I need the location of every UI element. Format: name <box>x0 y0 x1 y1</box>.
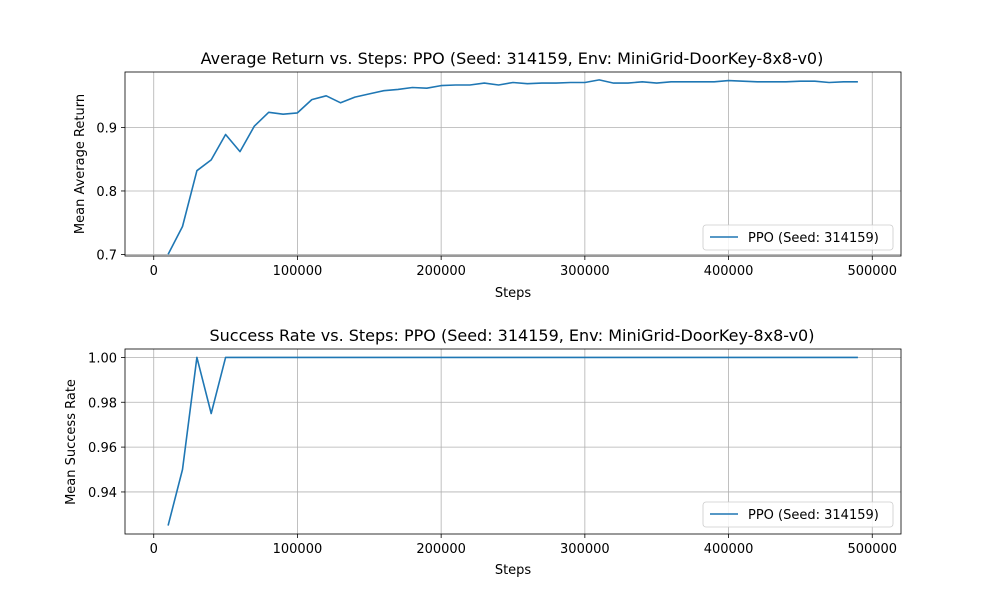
x-tick-label: 300000 <box>560 264 610 279</box>
x-axis-label: Steps <box>495 563 532 578</box>
x-axis-label: Steps <box>495 286 532 301</box>
series-line <box>167 79 858 255</box>
series-layer <box>167 79 858 255</box>
legend-label: PPO (Seed: 314159) <box>748 231 879 246</box>
legend-label: PPO (Seed: 314159) <box>748 508 879 523</box>
x-tick-label: 300000 <box>560 542 610 557</box>
ticks-layer: 0 100000 200000 300000 400000 500000 0.7 0.8 0.9 <box>96 122 897 279</box>
y-tick-label: 0.96 <box>88 441 117 456</box>
y-tick-label: 1.00 <box>88 351 117 366</box>
x-tick-label: 200000 <box>416 542 466 557</box>
y-tick-label: 0.98 <box>88 396 117 411</box>
plot-frame <box>124 71 902 257</box>
series-layer <box>167 356 858 526</box>
legend: PPO (Seed: 314159) <box>702 224 894 251</box>
ticks-layer: 0 100000 200000 300000 400000 500000 0.94 0.96 0… <box>88 351 897 557</box>
y-axis-label: Mean Success Rate <box>64 379 79 505</box>
x-tick-label: 400000 <box>704 264 754 279</box>
legend: PPO (Seed: 314159) <box>702 501 894 528</box>
x-tick-label: 0 <box>150 542 158 557</box>
x-tick-label: 400000 <box>704 542 754 557</box>
y-tick-label: 0.8 <box>96 185 117 200</box>
y-tick-label: 0.9 <box>96 122 117 137</box>
y-axis-label: Mean Average Return <box>73 94 88 234</box>
x-tick-label: 0 <box>150 264 158 279</box>
x-tick-label: 100000 <box>273 542 323 557</box>
average-return-chart: Average Return vs. Steps: PPO (Seed: 314… <box>73 49 902 301</box>
x-tick-label: 500000 <box>847 542 897 557</box>
legend-box <box>702 501 894 528</box>
legend-box <box>702 224 894 251</box>
y-tick-label: 0.7 <box>96 248 117 263</box>
x-tick-label: 200000 <box>416 264 466 279</box>
chart-title: Average Return vs. Steps: PPO (Seed: 314… <box>201 49 824 68</box>
chart-title: Success Rate vs. Steps: PPO (Seed: 31415… <box>210 326 815 345</box>
plot-frame <box>124 348 902 535</box>
y-tick-label: 0.94 <box>88 486 117 501</box>
x-tick-label: 500000 <box>847 264 897 279</box>
x-tick-label: 100000 <box>273 264 323 279</box>
success-rate-chart: Success Rate vs. Steps: PPO (Seed: 31415… <box>64 326 902 578</box>
series-line <box>167 356 858 526</box>
